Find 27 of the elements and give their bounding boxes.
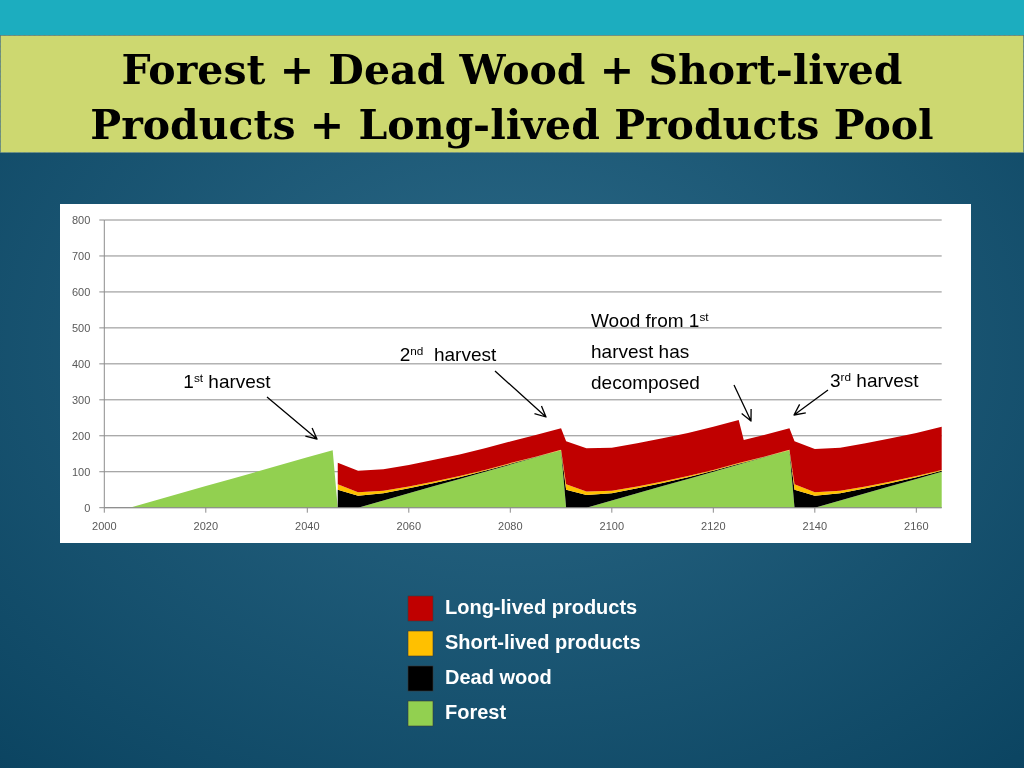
y-tick-label: 400	[71, 357, 91, 370]
text: Wood from 1$^{st}$ harvest has decomposed	[591, 309, 709, 393]
x-tick-label: 2080	[498, 519, 523, 532]
x-tick-label: 2160	[904, 519, 929, 532]
legend-label: Short-lived products	[445, 631, 641, 653]
y-tick-label: 800	[71, 213, 91, 226]
y-tick-label: 100	[71, 465, 91, 478]
x-tick-label: 2140	[802, 519, 828, 532]
y-tick-label: 200	[71, 429, 91, 442]
y-tick-label: 600	[71, 285, 91, 298]
y-tick-label: 500	[71, 321, 91, 334]
legend-label: Dead wood	[445, 666, 552, 688]
x-tick-label: 2060	[396, 519, 422, 532]
annotation: 3$^{rd}$ harvest	[830, 369, 920, 391]
x-tick-label: 2100	[599, 519, 625, 532]
y-tick-label: 0	[84, 501, 91, 514]
x-tick-label: 2000	[92, 519, 117, 532]
y-tick-label: 300	[71, 393, 91, 406]
legend-label: Forest	[445, 701, 507, 723]
annotation: 2$^{nd}$ harvest	[399, 343, 497, 365]
legend-label: Long-lived products	[445, 596, 638, 618]
x-tick-label: 2120	[701, 519, 726, 532]
chart-title: Forest + Dead Wood + Short-lived Products + Long-lived Products Pool	[90, 46, 934, 149]
x-tick-label: 2020	[193, 519, 219, 532]
y-tick-label: 700	[71, 249, 91, 262]
x-tick-label: 2040	[295, 519, 320, 532]
annotation: 1$^{st}$ harvest	[183, 370, 272, 392]
